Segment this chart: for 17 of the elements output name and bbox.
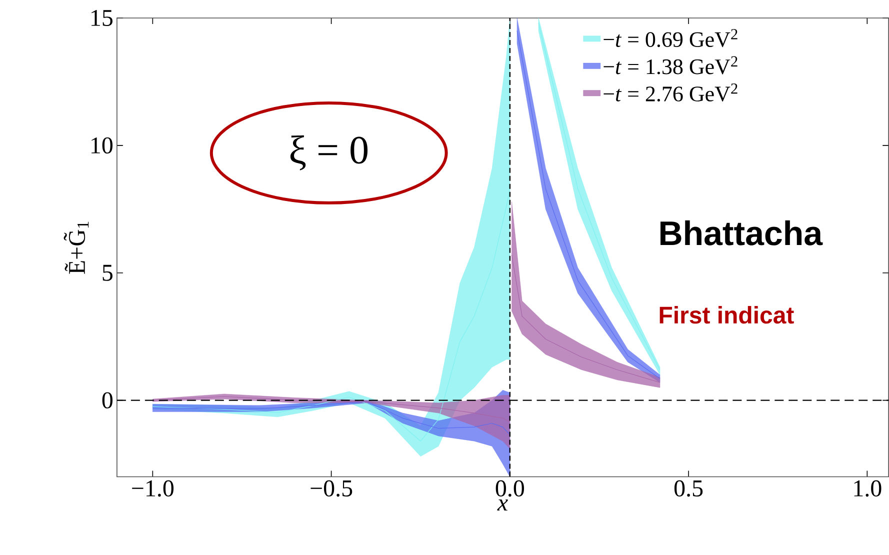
y-tick-label: 10 <box>92 137 113 154</box>
x-tick-label: 0.5 <box>674 480 703 497</box>
annotation: Bhattacha <box>660 220 823 246</box>
legend-label: −t = 0.69 GeV$^{2}$ <box>604 29 738 48</box>
x-tick-label: −0.5 <box>310 480 352 497</box>
legend-label: −t = 2.76 GeV$^{2}$ <box>604 84 738 102</box>
x-tick-label: 1.0 <box>854 480 882 497</box>
x-tick-label: −1.0 <box>132 480 174 497</box>
y-tick-label: 5 <box>102 265 112 281</box>
x-axis-title: x <box>497 500 508 511</box>
x-tick-label: 0.0 <box>496 480 524 497</box>
annotation: First indicat <box>660 306 794 324</box>
legend-label: −t = 1.38 GeV$^{2}$ <box>604 56 738 74</box>
annotation: ξ = 0 <box>290 136 368 171</box>
y-tick-label: 0 <box>102 392 113 409</box>
y-axis-title: Ẽ+G̃$_{1}$ <box>64 222 89 274</box>
y-tick-label: 15 <box>92 10 112 26</box>
